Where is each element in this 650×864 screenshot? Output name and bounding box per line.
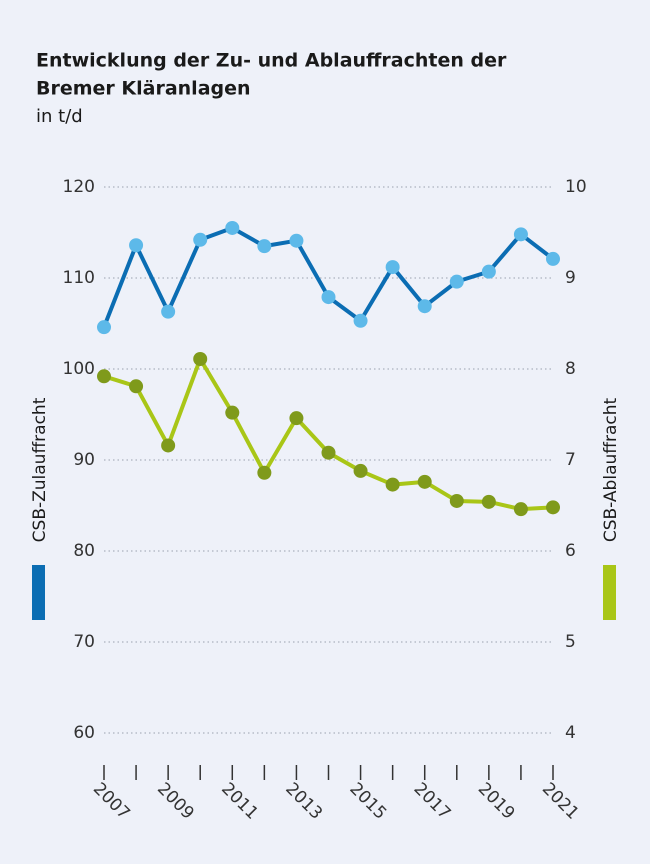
data-point	[353, 313, 368, 328]
data-point	[513, 227, 528, 242]
y2-tick-label: 6	[565, 541, 576, 561]
data-point	[129, 238, 144, 253]
data-point	[449, 493, 464, 508]
y-tick-label: 80	[73, 541, 95, 561]
data-point	[161, 304, 176, 319]
y-tick-label: 60	[73, 723, 95, 743]
y-tick-label: 120	[63, 177, 95, 197]
data-point	[321, 290, 336, 305]
data-point	[97, 320, 111, 335]
y-tick-label: 70	[73, 632, 95, 652]
data-point	[161, 438, 176, 453]
y2-axis-label: CSB-Ablauffracht	[601, 398, 621, 543]
data-point	[546, 500, 560, 515]
data-point	[289, 411, 304, 426]
y-axis-label: CSB-Zulauffracht	[30, 397, 50, 542]
data-point	[193, 232, 208, 247]
data-point	[321, 445, 336, 460]
y2-tick-label: 7	[565, 450, 576, 470]
data-point	[385, 260, 400, 275]
data-point	[546, 251, 560, 266]
y-tick-label: 100	[63, 359, 95, 379]
chart-title: Bremer Kläranlagen	[36, 78, 251, 100]
y2-tick-label: 10	[565, 177, 587, 197]
y2-tick-label: 8	[565, 359, 576, 379]
data-point	[353, 463, 368, 478]
y2-tick-label: 9	[565, 268, 576, 288]
data-point	[225, 220, 240, 235]
legend-swatch	[603, 565, 616, 620]
data-point	[481, 264, 496, 279]
data-point	[385, 477, 400, 492]
chart-subtitle: in t/d	[36, 106, 83, 127]
y2-tick-label: 5	[565, 632, 576, 652]
data-point	[417, 299, 432, 314]
y-tick-label: 90	[73, 450, 95, 470]
data-point	[97, 369, 111, 384]
data-point	[257, 239, 272, 254]
data-point	[449, 274, 464, 289]
data-point	[289, 233, 304, 248]
data-point	[257, 465, 272, 480]
data-point	[513, 502, 528, 517]
data-point	[225, 405, 240, 420]
data-point	[481, 494, 496, 509]
y-tick-label: 110	[63, 268, 95, 288]
y2-tick-label: 4	[565, 723, 576, 743]
data-point	[417, 474, 432, 489]
data-point	[193, 351, 208, 366]
data-point	[129, 379, 144, 394]
legend-swatch	[32, 565, 45, 620]
chart-title: Entwicklung der Zu- und Ablauffrachten d…	[36, 50, 507, 72]
